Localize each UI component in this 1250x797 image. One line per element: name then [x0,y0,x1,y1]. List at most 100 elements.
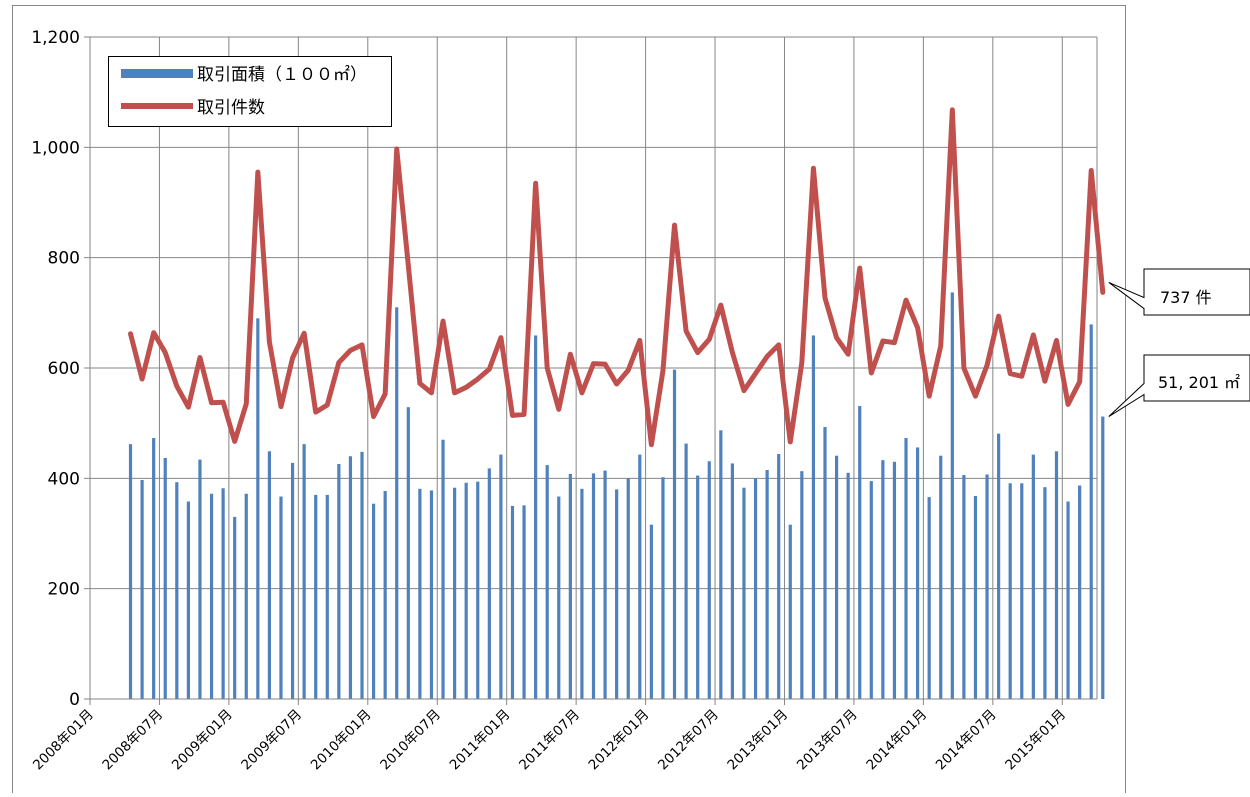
bar-area [904,438,908,699]
bar-area [1101,416,1105,699]
bar-area [1089,324,1093,699]
bar-area [1043,487,1047,699]
bar-area [453,487,457,699]
bar-area [441,439,445,699]
bar-area [186,501,190,699]
bar-area [1031,454,1035,699]
bar-area [371,503,376,699]
bar-area [464,482,468,699]
bar-area [476,481,480,699]
callout-box-area [1108,354,1250,417]
bar-area [487,468,491,699]
bar-area [510,505,515,699]
bar-area [580,488,584,699]
bar-area [800,471,804,699]
bar-area [661,477,665,699]
bar-area [302,444,306,699]
callout-box-count [1108,268,1250,316]
bar-area [1078,485,1082,699]
bar-area [591,473,596,699]
bar-area [719,430,723,699]
bar-area [788,524,792,699]
y-tick-label: 1,000 [31,138,80,158]
bar-area [777,454,781,699]
bar-area [881,460,885,699]
legend-label-line: 取引件数 [197,98,265,118]
bar-area [742,487,746,699]
bar-area [337,463,341,699]
callout-count-label: 737 件 [1160,288,1212,307]
bar-area [522,505,526,699]
bar-area [279,496,283,699]
bar-area [429,490,434,699]
bar-area [950,292,954,699]
bar-area [730,463,734,699]
legend-label-bar: 取引面積（１００㎡） [197,65,367,85]
bar-area [626,478,630,699]
bar-area [638,454,642,699]
bar-area [962,475,966,699]
bar-area [383,491,387,699]
bar-area [395,307,399,699]
bar-area [348,456,353,699]
bar-area [672,369,677,699]
y-tick-label: 1,200 [31,28,80,48]
line-count [128,107,1106,448]
y-tick-label: 400 [48,469,80,489]
bar-area [233,516,237,699]
bar-area [325,494,329,699]
bar-area [256,318,260,699]
legend-box [108,56,392,127]
bar-area [892,461,897,699]
bar-area [499,454,503,699]
bar-area [290,462,295,699]
y-tick-label: 200 [48,580,80,600]
bar-area [939,455,943,699]
bar-area [1008,483,1012,699]
bar-area [973,495,978,699]
bar-area [985,474,989,699]
bar-area [568,473,572,699]
bar-area [175,482,179,699]
bar-area [545,465,549,699]
y-tick-label: 600 [48,359,80,379]
bar-area [221,488,225,699]
bar-area [615,489,619,699]
bar-area [557,496,561,699]
bar-area [707,461,711,699]
bar-area [915,447,920,699]
bar-area [1066,501,1070,699]
bar-area [753,478,758,699]
bar-area [163,457,167,699]
bar-area [140,479,144,699]
bar-area [869,481,873,699]
bar-area [603,470,607,699]
bar-area [244,493,248,699]
bar-area [927,497,931,699]
y-tick-label: 0 [69,690,80,710]
bar-area [152,438,156,699]
callout-area-label: 51, 201 ㎡ [1158,373,1240,392]
bar-area [1020,483,1024,699]
bar-area [997,433,1001,699]
bar-area [128,444,133,699]
bar-area [684,443,688,699]
bar-area [406,407,410,699]
bar-area [267,451,272,699]
bar-area [823,427,827,699]
y-tick-label: 800 [48,249,80,269]
bar-area [858,406,862,699]
legend: 取引面積（１００㎡） 取引件数 [108,56,392,127]
legend-swatch-bar [121,69,193,78]
bar-area [534,335,538,699]
callouts: 737 件 51, 201 ㎡ [1108,268,1250,417]
bar-area [360,451,364,699]
bar-area [696,475,700,699]
bar-area [198,459,202,699]
bar-area [834,455,839,699]
bar-area [649,524,653,699]
bar-area [314,494,318,699]
bar-area [1054,451,1059,699]
